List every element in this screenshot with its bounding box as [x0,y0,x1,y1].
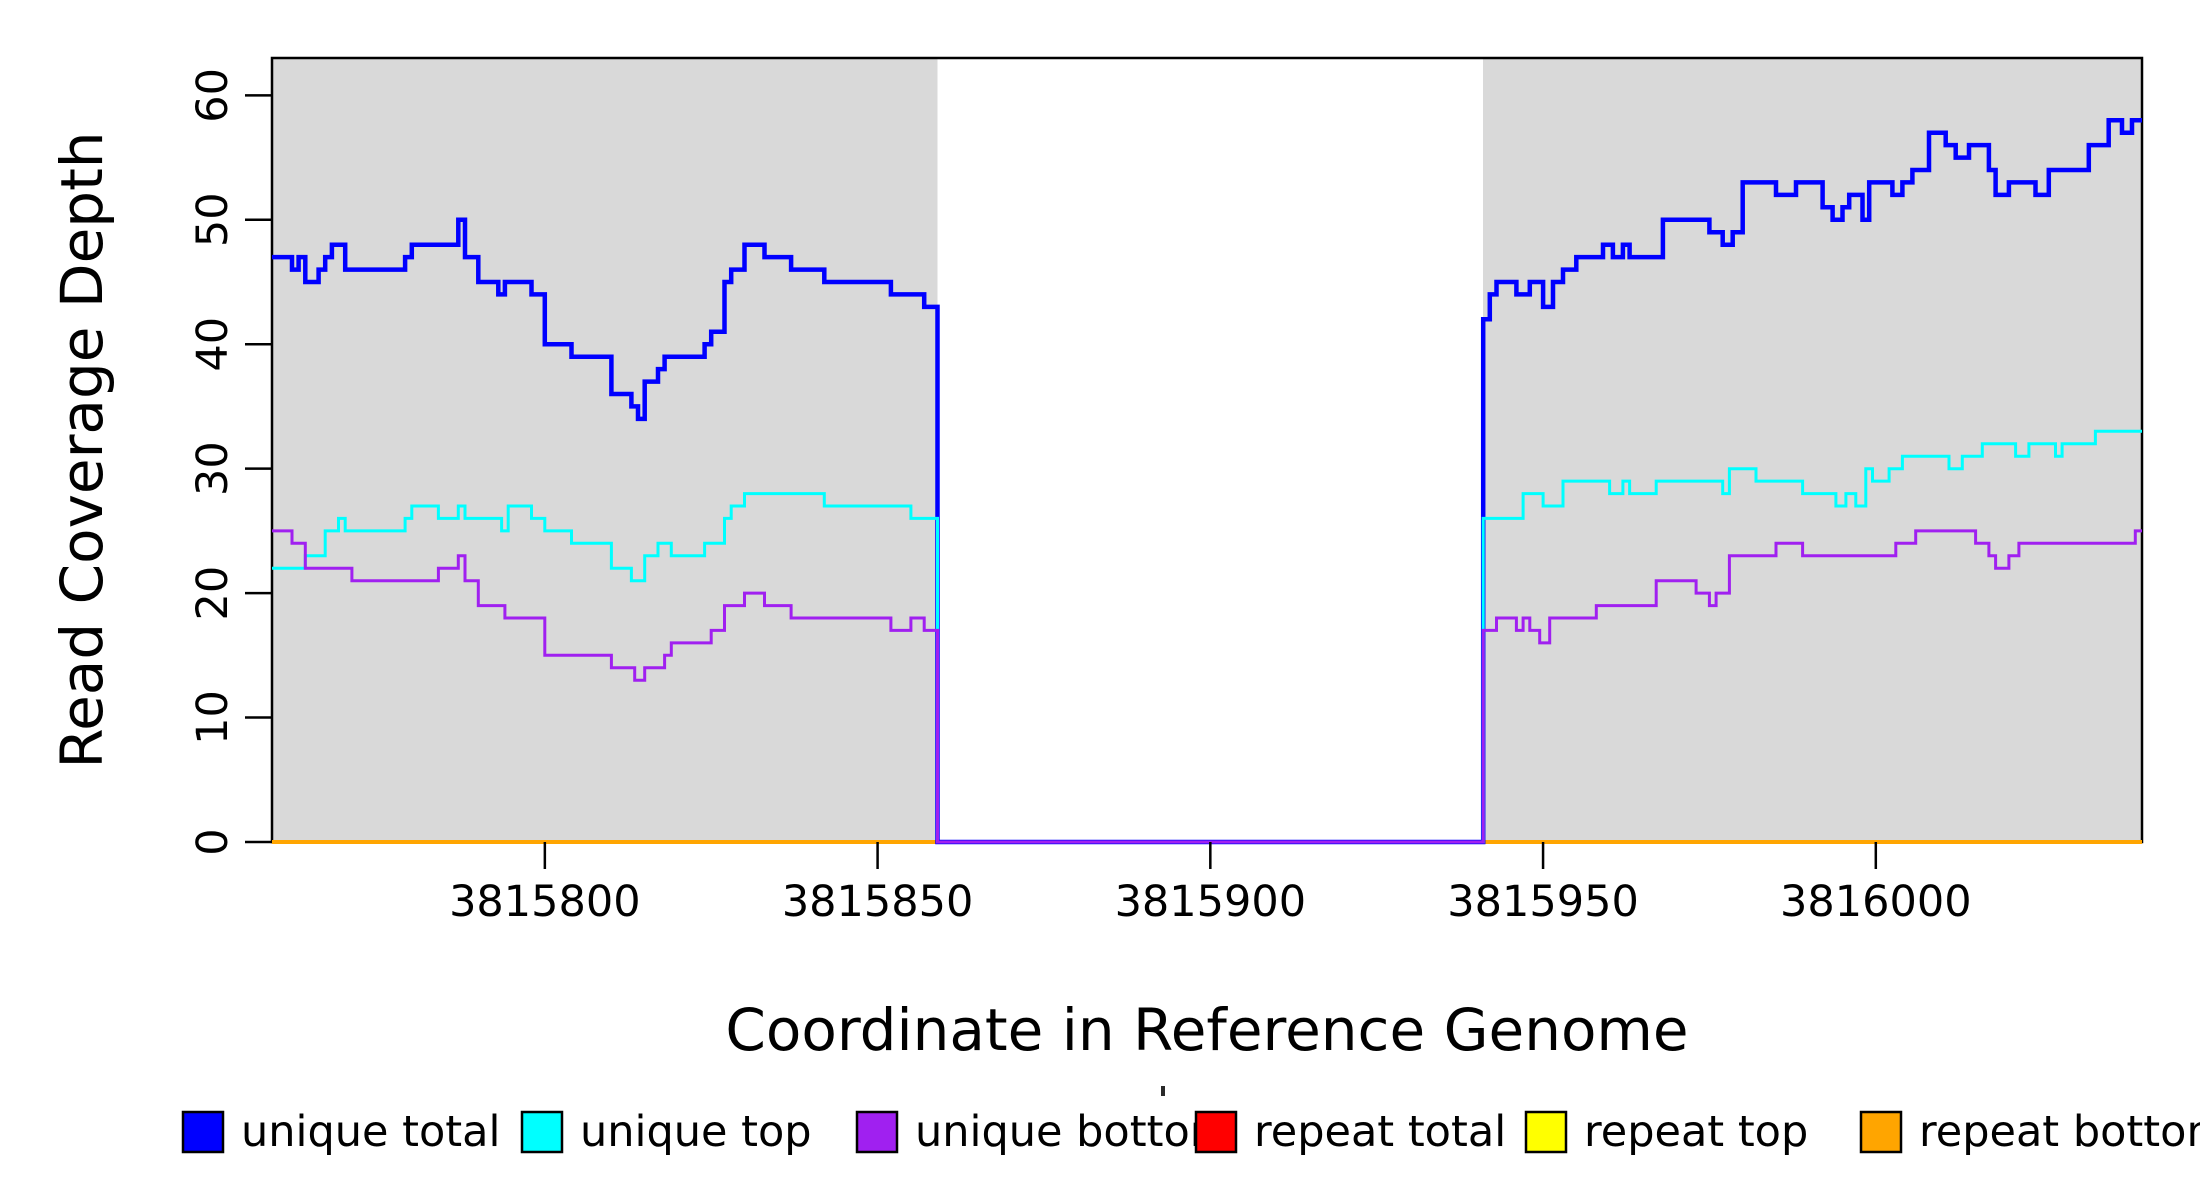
y-tick-label: 30 [188,441,238,496]
stray-mark [1161,1086,1165,1096]
y-tick-label: 50 [188,192,238,247]
legend-swatch-unique-bottom [855,1110,899,1154]
legend-label: unique bottom [915,1107,1232,1157]
legend-swatch-repeat-top [1524,1110,1568,1154]
y-axis-title: Read Coverage Depth [48,131,116,768]
legend-label: repeat top [1584,1107,1808,1157]
legend-swatch-unique-total [181,1110,225,1154]
y-tick-label: 0 [188,828,238,855]
x-axis: 3815800 3815850 3815900 3815950 3816000 [449,842,1972,927]
legend-label: repeat total [1254,1107,1506,1157]
legend-swatch-unique-top [520,1110,564,1154]
shaded-regions [272,58,2142,842]
y-tick-label: 20 [188,566,238,621]
x-tick-label: 3815800 [449,877,641,927]
y-tick-label: 10 [188,690,238,745]
legend-swatch-repeat-bottom [1859,1110,1903,1154]
series-line-unique-total [272,117,2142,845]
y-tick-label: 40 [188,317,238,372]
x-tick-label: 3815950 [1447,877,1639,927]
x-tick-label: 3815900 [1115,877,1307,927]
shaded-region [272,58,938,842]
y-tick-label: 60 [188,68,238,123]
legend: unique total unique top unique bottom repea… [181,1107,2200,1157]
legend-label: unique total [241,1107,500,1157]
y-axis: 0 10 20 30 40 50 60 [188,68,272,856]
series-lines [272,117,2142,845]
x-axis-title: Coordinate in Reference Genome [725,996,1688,1064]
legend-swatch-repeat-total [1194,1110,1238,1154]
legend-label: repeat bottom [1919,1107,2200,1157]
x-tick-label: 3816000 [1780,877,1972,927]
legend-label: unique top [580,1107,812,1157]
x-tick-label: 3815850 [782,877,974,927]
shaded-region [1483,58,2142,842]
